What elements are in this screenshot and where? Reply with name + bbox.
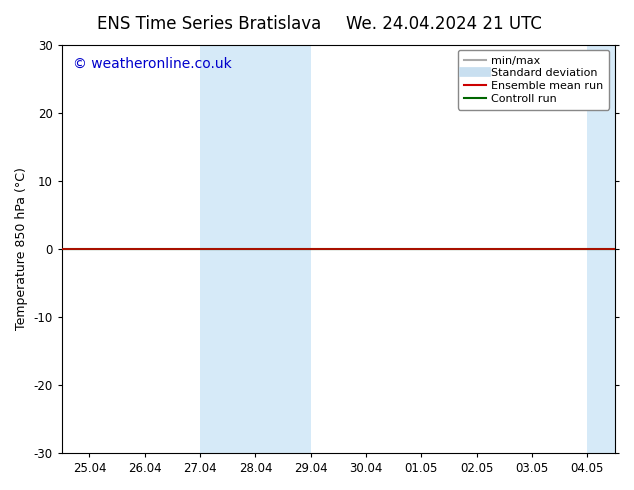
Text: © weatheronline.co.uk: © weatheronline.co.uk — [73, 57, 231, 71]
Legend: min/max, Standard deviation, Ensemble mean run, Controll run: min/max, Standard deviation, Ensemble me… — [458, 50, 609, 109]
Text: ENS Time Series Bratislava: ENS Time Series Bratislava — [97, 15, 321, 33]
Y-axis label: Temperature 850 hPa (°C): Temperature 850 hPa (°C) — [15, 167, 28, 330]
Bar — [200, 45, 311, 453]
Bar — [587, 45, 634, 453]
Text: We. 24.04.2024 21 UTC: We. 24.04.2024 21 UTC — [346, 15, 541, 33]
